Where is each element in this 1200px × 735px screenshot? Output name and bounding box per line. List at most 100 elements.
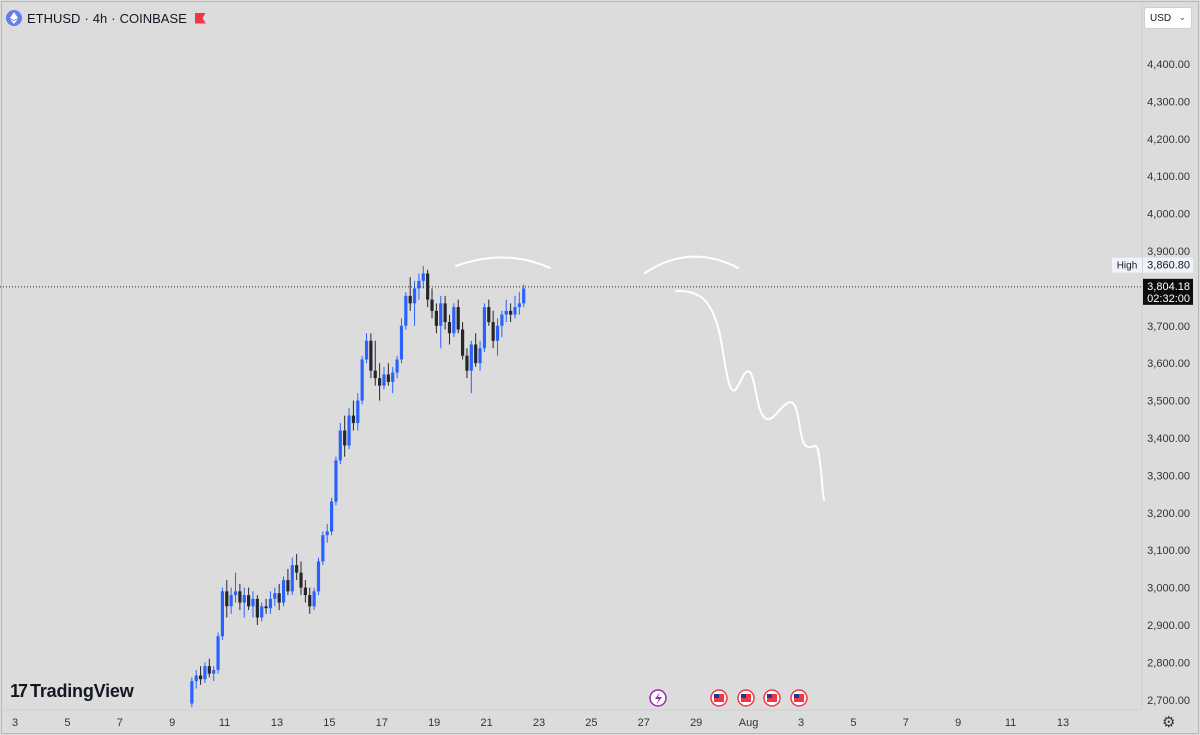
candle [334, 456, 338, 506]
y-tick-label: 3,900.00 [1147, 246, 1190, 258]
arc-left-top [455, 256, 551, 269]
x-tick-label: 29 [690, 717, 702, 729]
user-drawings[interactable] [455, 255, 825, 501]
candle [391, 366, 395, 394]
y-tick-label: 3,700.00 [1147, 321, 1190, 333]
y-tick-label: 3,200.00 [1147, 508, 1190, 520]
x-tick-label: 3 [12, 717, 18, 729]
y-tick-label: 2,800.00 [1147, 657, 1190, 669]
candle [277, 583, 281, 611]
x-tick-label: 13 [1057, 717, 1069, 729]
candle [404, 292, 408, 330]
candle [469, 340, 473, 394]
chevron-down-icon: ⌄ [1178, 12, 1186, 22]
y-tick-label: 3,500.00 [1147, 396, 1190, 408]
y-tick-label: 4,400.00 [1147, 59, 1190, 71]
candle [212, 666, 216, 682]
lightning-icon[interactable] [649, 689, 667, 707]
exchange: COINBASE [119, 10, 187, 26]
projected-path [675, 289, 825, 501]
x-tick-label: 11 [219, 717, 230, 729]
candle [408, 277, 412, 311]
candle [447, 314, 452, 345]
candle [351, 400, 356, 431]
high-marker: High 3,860.80 [1112, 257, 1193, 273]
candle [207, 658, 211, 678]
separator: · [111, 10, 116, 26]
candle [329, 497, 334, 536]
x-tick-label: 19 [428, 717, 440, 729]
candle [509, 303, 513, 323]
x-tick-label: 7 [903, 717, 909, 729]
last-price-value: 3,804.18 [1147, 281, 1190, 293]
candle [412, 280, 417, 326]
high-value: 3,860.80 [1147, 260, 1190, 272]
candle [500, 310, 504, 338]
x-tick-label: 13 [271, 717, 283, 729]
candle [373, 340, 377, 386]
y-tick-label: 2,900.00 [1147, 620, 1190, 632]
y-tick-label: 2,700.00 [1147, 695, 1190, 707]
candle [513, 295, 517, 319]
x-tick-label: 23 [533, 717, 545, 729]
tradingview-logo: 17 TradingView [10, 680, 134, 702]
x-tick-label: 9 [955, 717, 961, 729]
x-tick-label: 15 [323, 717, 335, 729]
x-tick-label: 25 [585, 717, 597, 729]
candle [386, 363, 390, 386]
symbol-name: ETHUSD [27, 10, 81, 26]
candle [260, 602, 264, 622]
y-tick-label: 3,300.00 [1147, 470, 1190, 482]
candle [460, 322, 465, 360]
currency-selector[interactable]: USD ⌄ [1144, 7, 1192, 29]
us-flag-icon[interactable] [710, 689, 728, 707]
countdown: 02:32:00 [1147, 293, 1190, 305]
candle [308, 587, 312, 614]
candle [321, 531, 325, 566]
x-tick-label: 9 [169, 717, 175, 729]
candle [378, 363, 382, 401]
currency-label: USD [1150, 12, 1172, 24]
x-tick-label: 3 [798, 717, 804, 729]
candle [517, 292, 521, 315]
y-tick-label: 3,100.00 [1147, 545, 1190, 557]
high-label: High [1117, 261, 1138, 272]
candle [281, 576, 286, 607]
us-flag-icon[interactable] [763, 689, 781, 707]
candle [203, 662, 207, 683]
candle [452, 303, 456, 338]
candle [421, 265, 425, 289]
us-flag-icon[interactable] [737, 689, 755, 707]
candle [491, 310, 495, 349]
candle [478, 340, 482, 371]
x-tick-label: 27 [638, 717, 650, 729]
x-tick-label: Aug [739, 717, 759, 729]
tradingview-mark-icon: 17 [10, 680, 28, 701]
flag-icon[interactable] [194, 12, 206, 24]
candle [238, 583, 242, 611]
us-flag-icon[interactable] [790, 689, 808, 707]
candle [343, 415, 347, 457]
candle [487, 299, 491, 326]
ethereum-icon [6, 10, 22, 26]
candle [242, 587, 246, 618]
candle [369, 333, 373, 379]
x-tick-label: 7 [117, 717, 123, 729]
candle [356, 393, 360, 431]
candle [399, 318, 404, 364]
candle [364, 333, 369, 364]
y-tick-label: 4,100.00 [1147, 171, 1190, 183]
candle [316, 557, 321, 596]
candle [220, 587, 225, 640]
candle [290, 557, 294, 596]
candle [303, 580, 307, 603]
brand-name: TradingView [30, 680, 134, 701]
candle [434, 303, 438, 334]
y-tick-label: 4,300.00 [1147, 96, 1190, 108]
candle [251, 591, 255, 618]
symbol-header[interactable]: ETHUSD · 4h · COINBASE [6, 8, 206, 28]
x-tick-label: 21 [480, 717, 492, 729]
settings-icon[interactable]: ⚙ [1162, 714, 1176, 731]
